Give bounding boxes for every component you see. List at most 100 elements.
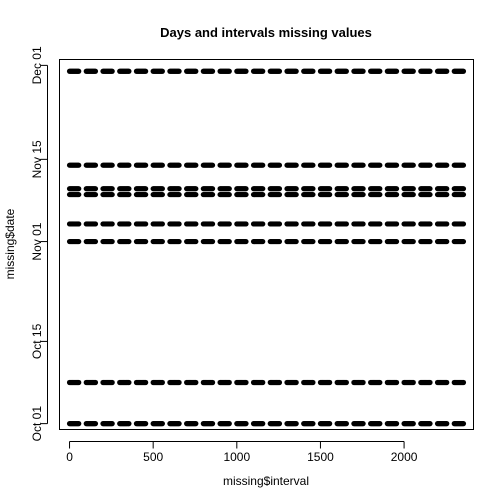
chart-title: Days and intervals missing values bbox=[160, 25, 372, 40]
x-tick-label: 0 bbox=[66, 450, 73, 464]
data-point bbox=[293, 162, 299, 168]
data-point bbox=[410, 186, 416, 192]
data-point bbox=[92, 421, 99, 427]
data-point bbox=[360, 162, 366, 168]
data-point bbox=[460, 421, 467, 427]
data-point bbox=[226, 191, 232, 198]
data-point bbox=[327, 68, 333, 74]
data-point bbox=[393, 221, 400, 227]
data-point bbox=[360, 68, 366, 74]
data-point bbox=[293, 68, 299, 74]
data-point bbox=[310, 68, 316, 74]
data-point bbox=[159, 162, 165, 168]
data-point bbox=[92, 379, 99, 386]
data-point bbox=[193, 421, 199, 427]
data-point bbox=[460, 238, 467, 245]
data-point bbox=[293, 238, 299, 245]
data-point bbox=[243, 162, 249, 168]
data-point bbox=[410, 221, 416, 227]
data-point bbox=[109, 191, 115, 198]
series-2012-11-04 bbox=[66, 221, 467, 227]
x-tick-label: 1000 bbox=[223, 450, 250, 464]
data-point bbox=[159, 186, 165, 192]
data-point bbox=[193, 191, 199, 198]
data-point bbox=[444, 221, 450, 227]
data-point bbox=[427, 221, 433, 227]
data-point bbox=[310, 221, 316, 227]
data-point bbox=[444, 68, 450, 74]
data-point bbox=[126, 186, 132, 192]
data-point bbox=[176, 191, 182, 198]
data-point bbox=[377, 162, 383, 168]
data-point bbox=[460, 162, 467, 168]
data-point bbox=[343, 421, 349, 427]
data-point bbox=[310, 186, 316, 192]
series-2012-11-09 bbox=[66, 191, 467, 198]
data-point bbox=[310, 421, 316, 427]
data-point bbox=[143, 191, 149, 198]
data-point bbox=[176, 221, 182, 227]
data-point bbox=[76, 68, 82, 74]
data-point bbox=[109, 238, 115, 245]
data-point bbox=[393, 186, 400, 192]
data-point bbox=[176, 379, 182, 386]
data-point bbox=[193, 221, 199, 227]
series-2012-11-10 bbox=[66, 186, 467, 192]
data-point bbox=[276, 68, 283, 74]
data-point bbox=[293, 379, 299, 386]
data-point bbox=[76, 421, 82, 427]
data-point bbox=[243, 379, 249, 386]
data-point bbox=[193, 68, 199, 74]
data-point bbox=[193, 379, 199, 386]
data-point bbox=[377, 238, 383, 245]
data-point bbox=[444, 186, 450, 192]
plot-area-box bbox=[59, 59, 474, 430]
data-point bbox=[260, 191, 266, 198]
data-point bbox=[176, 68, 182, 74]
data-point bbox=[76, 379, 82, 386]
data-point bbox=[393, 379, 400, 386]
data-point bbox=[159, 238, 165, 245]
data-point bbox=[243, 186, 249, 192]
data-point bbox=[427, 191, 433, 198]
data-point bbox=[276, 421, 283, 427]
data-point bbox=[360, 421, 366, 427]
data-point bbox=[310, 162, 316, 168]
data-point bbox=[460, 379, 467, 386]
data-point bbox=[410, 68, 416, 74]
data-point bbox=[343, 191, 349, 198]
data-point bbox=[377, 421, 383, 427]
data-point bbox=[276, 162, 283, 168]
series-2012-10-08 bbox=[66, 379, 467, 386]
data-point bbox=[310, 379, 316, 386]
data-point bbox=[109, 221, 115, 227]
x-axis-label: missing$interval bbox=[223, 474, 309, 488]
data-point bbox=[109, 186, 115, 192]
data-point bbox=[377, 186, 383, 192]
data-point bbox=[76, 162, 82, 168]
data-point bbox=[310, 191, 316, 198]
data-point bbox=[109, 421, 115, 427]
data-point bbox=[377, 68, 383, 74]
y-axis-label: missing$date bbox=[3, 208, 17, 279]
data-point bbox=[427, 186, 433, 192]
data-point bbox=[209, 221, 216, 227]
x-tick-label: 2000 bbox=[391, 450, 418, 464]
data-point bbox=[327, 379, 333, 386]
data-point bbox=[193, 238, 199, 245]
data-point bbox=[293, 186, 299, 192]
data-point bbox=[310, 238, 316, 245]
data-point bbox=[92, 221, 99, 227]
data-point bbox=[444, 379, 450, 386]
data-point bbox=[193, 162, 199, 168]
data-point bbox=[143, 162, 149, 168]
data-point bbox=[243, 221, 249, 227]
data-point bbox=[243, 68, 249, 74]
data-point bbox=[209, 68, 216, 74]
data-point bbox=[260, 379, 266, 386]
data-point bbox=[126, 238, 132, 245]
data-point bbox=[327, 221, 333, 227]
data-point bbox=[193, 186, 199, 192]
data-point bbox=[360, 379, 366, 386]
data-point bbox=[126, 191, 132, 198]
